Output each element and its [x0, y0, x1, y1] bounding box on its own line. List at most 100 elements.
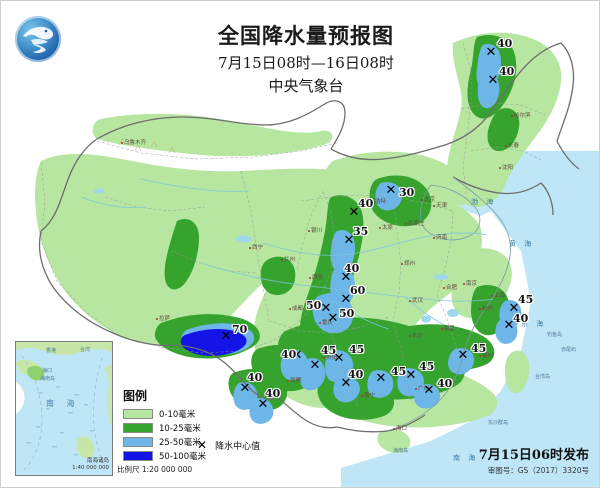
precip-center-value: 40	[499, 65, 515, 78]
city-label: 郑州	[401, 259, 415, 267]
city-dot-icon	[361, 394, 363, 397]
precip-center-value: 40	[348, 368, 364, 381]
inset-caption-scale: 1:40 000 000	[72, 465, 109, 471]
city-dot-icon	[409, 299, 411, 302]
city-dot-icon	[401, 262, 403, 265]
legend-row: 25-50毫米	[123, 436, 206, 448]
legend-swatch	[123, 423, 153, 433]
city-label: 南京	[463, 279, 477, 287]
precip-center-value: 45	[419, 360, 435, 373]
precip-center-value: 50	[306, 299, 322, 312]
precip-center-value: 35	[353, 225, 369, 238]
publish-info: 7月15日06时发布 审图号：GS（2017）3320号	[479, 444, 589, 476]
city-dot-icon	[287, 379, 289, 382]
city-dot-icon	[361, 200, 363, 203]
legend-swatch	[123, 451, 153, 461]
city-label: 天津	[433, 201, 447, 209]
sea-label: 黄 海	[509, 240, 535, 248]
city-label: 石家庄	[405, 219, 425, 227]
city-dot-icon	[463, 282, 465, 285]
precip-center-value: 40	[344, 262, 360, 275]
city-label: 沈阳	[499, 163, 513, 171]
map-scale-label: 比例尺 1:20 000 000	[117, 465, 193, 474]
precip-center-x-icon: ✕	[197, 438, 208, 452]
legend: 图例 0-10毫米 10-25毫米 25-50毫米 50-100毫米	[123, 387, 206, 464]
sea-label: 渤 海	[471, 198, 497, 206]
city-dot-icon	[433, 204, 435, 207]
city-label: 哈尔滨	[511, 111, 531, 119]
precip-center-x-icon: ✕	[348, 205, 360, 220]
city-label: 南昌	[441, 324, 455, 332]
precip-center-value: 70	[232, 323, 248, 336]
city-label: 银川	[308, 226, 322, 234]
legend-rows: 0-10毫米 10-25毫米 25-50毫米 50-100毫米	[123, 408, 206, 462]
precip-center-x-icon: ✕	[503, 318, 515, 333]
city-label: 福州	[479, 351, 493, 359]
island-label: 东沙群岛	[488, 420, 509, 426]
precip-center-value: 40	[281, 348, 297, 361]
city-dot-icon	[249, 246, 251, 249]
inset-label-hainan-island: 海南岛	[40, 376, 56, 382]
legend-label: 25-50毫米	[159, 438, 201, 448]
city-label: 西宁	[249, 243, 263, 251]
legend-label: 10-25毫米	[159, 424, 201, 434]
inset-label-taiwan: 台湾	[80, 347, 91, 353]
sea-label: 南 海	[453, 454, 479, 462]
precip-center-x-icon: ✕	[239, 381, 251, 396]
precip-center-x-icon: ✕	[327, 311, 339, 326]
city-dot-icon	[281, 258, 283, 261]
city-label: 南宁	[361, 391, 375, 399]
precip-center-x-icon: ✕	[340, 376, 352, 391]
city-dot-icon	[499, 166, 501, 169]
precip-center-x-icon: ✕	[385, 183, 397, 198]
legend-swatch	[123, 409, 153, 419]
island-label: 钓鱼岛	[547, 332, 563, 338]
precip-center-x-icon: ✕	[508, 301, 520, 316]
precip-center-value: 45	[471, 342, 487, 355]
precip-center-x-icon: ✕	[291, 348, 303, 363]
precip-center-value: 40	[247, 371, 263, 384]
city-dot-icon	[415, 387, 417, 390]
publish-time: 7月15日06时发布	[478, 448, 589, 463]
precip-center-value: 45	[518, 293, 534, 306]
city-label: 北京	[421, 195, 435, 203]
city-label: 西安	[309, 273, 323, 281]
inset-sea-label: 南 海	[46, 399, 80, 408]
city-label: 贵阳	[323, 353, 337, 361]
precip-center-value: 40	[497, 37, 513, 50]
lakes	[94, 188, 459, 323]
legend-precip-center-entry: ✕ 降水中心值	[197, 438, 260, 452]
precip-center-x-icon: ✕	[309, 358, 321, 373]
city-label: 太原	[379, 223, 393, 231]
legend-precip-center-label: 降水中心值	[215, 441, 261, 452]
city-dot-icon	[121, 141, 123, 144]
precip-center-x-icon: ✕	[457, 348, 469, 363]
precip-center-x-icon: ✕	[343, 233, 355, 248]
city-label: 武汉	[409, 296, 423, 304]
city-dot-icon	[511, 114, 513, 117]
precip-center-value: 60	[350, 284, 366, 297]
city-dot-icon	[393, 427, 395, 430]
legend-label: 0-10毫米	[159, 410, 196, 420]
desert-symbols	[118, 138, 176, 154]
approval-number: 审图号：GS（2017）3320号	[487, 466, 589, 475]
precip-center-x-icon: ✕	[375, 371, 387, 386]
city-label: 上海	[491, 291, 505, 299]
city-dot-icon	[309, 276, 311, 279]
city-dot-icon	[433, 236, 435, 239]
precip-center-x-icon: ✕	[220, 329, 232, 344]
cma-dragon-logo	[13, 14, 65, 66]
inset-geometry	[16, 342, 112, 475]
legend-row: 10-25毫米	[123, 422, 206, 434]
precip-center-value: 40	[513, 312, 529, 325]
city-dot-icon	[443, 286, 445, 289]
inset-caption: 南海诸岛 1:40 000 000	[72, 458, 109, 472]
island-label: 赤尾屿	[561, 347, 577, 353]
city-label: 长沙	[409, 331, 423, 339]
city-dot-icon	[479, 307, 481, 310]
city-dot-icon	[308, 229, 310, 232]
city-dot-icon	[479, 354, 481, 357]
city-dot-icon	[319, 321, 321, 324]
precip-center-x-icon: ✕	[320, 301, 332, 316]
